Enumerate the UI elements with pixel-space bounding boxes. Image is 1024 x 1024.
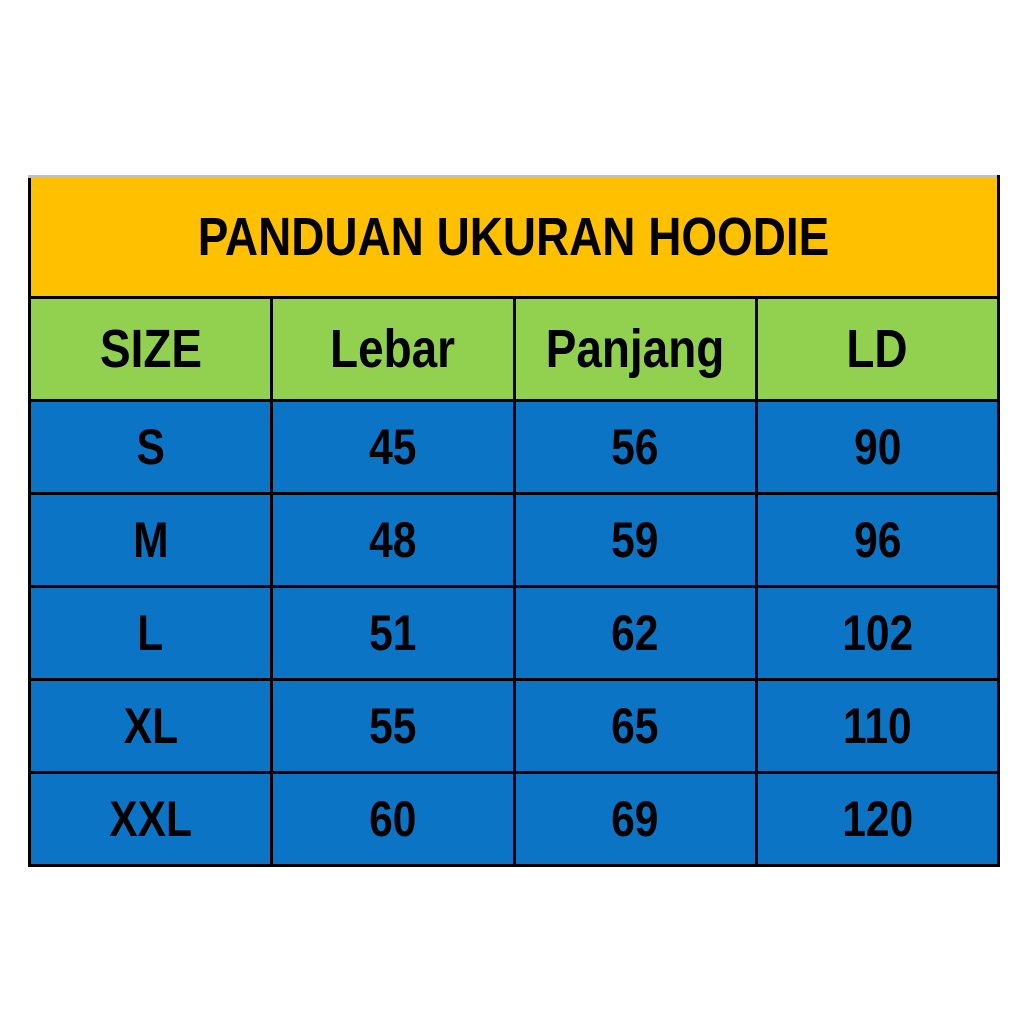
table-row: L 51 62 102 [27,585,1001,681]
size-table: PANDUAN UKURAN HOODIE SIZE Lebar Panjang… [27,175,1001,867]
table-row: M 48 59 96 [27,492,1001,588]
ld-value: 110 [843,698,912,754]
column-header-size-label: SIZE [99,319,202,379]
panjang-value: 62 [611,605,659,661]
panjang-cell: 56 [512,399,758,495]
lebar-cell: 45 [270,399,516,495]
ld-cell: 120 [754,771,1001,867]
lebar-cell: 60 [270,771,516,867]
ld-cell: 102 [754,585,1001,681]
panjang-value: 65 [611,698,659,754]
column-header-ld: LD [754,296,1001,402]
header-row: SIZE Lebar Panjang LD [27,296,1001,402]
ld-cell: 96 [754,492,1001,588]
column-header-lebar-label: Lebar [330,319,456,379]
table-row: XL 55 65 110 [27,678,1001,774]
ld-value: 102 [841,605,913,661]
panjang-cell: 65 [512,678,758,774]
column-header-ld-label: LD [846,319,908,379]
size-cell: XXL [27,771,274,867]
lebar-value: 55 [369,698,417,754]
lebar-value: 51 [369,605,417,661]
column-header-panjang-label: Panjang [545,319,725,379]
panjang-cell: 69 [512,771,758,867]
table-row: S 45 56 90 [27,399,1001,495]
page-title: PANDUAN UKURAN HOODIE [28,175,1000,299]
ld-cell: 110 [754,678,1001,774]
panjang-cell: 62 [512,585,758,681]
lebar-cell: 48 [270,492,516,588]
column-header-panjang: Panjang [512,296,758,402]
lebar-value: 48 [369,512,417,568]
page-title-text: PANDUAN UKURAN HOODIE [198,207,830,267]
lebar-cell: 51 [270,585,516,681]
size-value: XL [123,698,178,754]
panjang-cell: 59 [512,492,758,588]
column-header-size: SIZE [27,296,274,402]
ld-value: 96 [853,512,902,568]
title-row: PANDUAN UKURAN HOODIE [28,175,1000,299]
size-value: M [132,512,169,568]
ld-cell: 90 [754,399,1001,495]
size-value: S [136,419,165,475]
size-value: XXL [109,791,192,847]
panjang-value: 69 [611,791,659,847]
ld-value: 120 [841,791,913,847]
panjang-value: 59 [611,512,659,568]
size-cell: M [27,492,274,588]
lebar-value: 60 [369,791,417,847]
table-row: XXL 60 69 120 [27,771,1001,867]
lebar-cell: 55 [270,678,516,774]
column-header-lebar: Lebar [270,296,516,402]
size-cell: XL [27,678,274,774]
size-value: L [137,605,164,661]
panjang-value: 56 [611,419,659,475]
lebar-value: 45 [369,419,417,475]
size-cell: L [27,585,274,681]
size-cell: S [27,399,274,495]
ld-value: 90 [853,419,902,475]
